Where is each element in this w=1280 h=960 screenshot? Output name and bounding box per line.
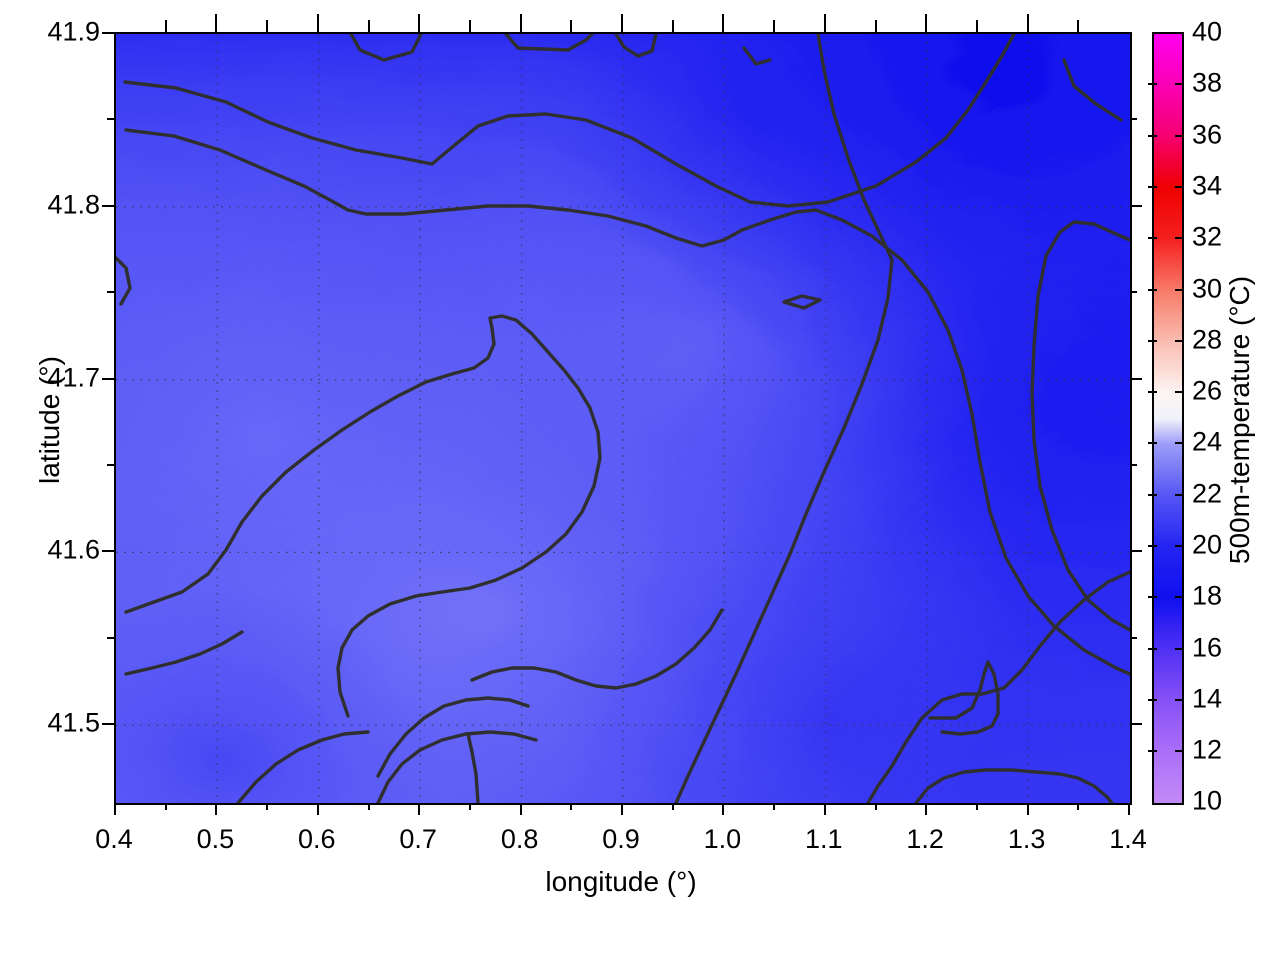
- x-tick-label: 1.1: [805, 824, 843, 854]
- colorbar-tick-label: 18: [1192, 580, 1223, 611]
- colorbar-tick-label: 40: [1192, 16, 1223, 47]
- y-tick-label: 41.5: [47, 707, 100, 738]
- y-tick-label: 41.7: [47, 362, 100, 393]
- colorbar-tick-label: 38: [1192, 67, 1223, 98]
- x-tick-label: 0.5: [196, 824, 235, 854]
- grid-lines: [116, 34, 1130, 803]
- colorbar-tick-label: 32: [1192, 221, 1223, 252]
- colorbar: [1152, 32, 1184, 805]
- x-tick-label: 0.9: [602, 824, 640, 854]
- colorbar-tick-label: 14: [1192, 683, 1223, 714]
- colorbar-tick-label: 34: [1192, 170, 1223, 201]
- colorbar-tick-label: 28: [1192, 324, 1223, 355]
- x-tick-label: 1.3: [1007, 824, 1046, 854]
- colorbar-gradient: [1154, 34, 1182, 803]
- x-axis-title: longitude (°): [545, 866, 697, 897]
- x-tick-label: 0.8: [500, 824, 539, 854]
- colorbar-tick-label: 20: [1192, 529, 1223, 560]
- y-tick-label: 41.6: [47, 534, 100, 565]
- x-tick-label: 1.0: [703, 824, 742, 854]
- x-tick-label: 1.4: [1109, 824, 1147, 854]
- x-tick-label: 0.4: [95, 824, 133, 854]
- x-tick-label: 1.2: [906, 824, 944, 854]
- colorbar-tick-label: 22: [1192, 478, 1223, 509]
- colorbar-tick-label: 10: [1192, 785, 1223, 816]
- colorbar-tick-label: 30: [1192, 273, 1223, 303]
- y-tick-label: 41.9: [47, 16, 100, 47]
- colorbar-title: 500m-temperature (°C): [1224, 275, 1255, 565]
- x-tick-label: 0.7: [399, 824, 437, 854]
- colorbar-tick-label: 36: [1192, 119, 1223, 150]
- y-axis-title: latitude (°): [34, 356, 65, 484]
- colorbar-tick-label: 26: [1192, 375, 1223, 406]
- contour-lines: [116, 34, 1130, 803]
- plot-frame: [114, 32, 1132, 805]
- colorbar-tick-label: 12: [1192, 734, 1223, 765]
- y-tick-label: 41.8: [47, 189, 100, 220]
- x-tick-label: 0.6: [298, 824, 336, 854]
- plot-canvas: [116, 34, 1130, 803]
- colorbar-tick-label: 24: [1192, 426, 1223, 457]
- colorbar-tick-label: 16: [1192, 632, 1223, 663]
